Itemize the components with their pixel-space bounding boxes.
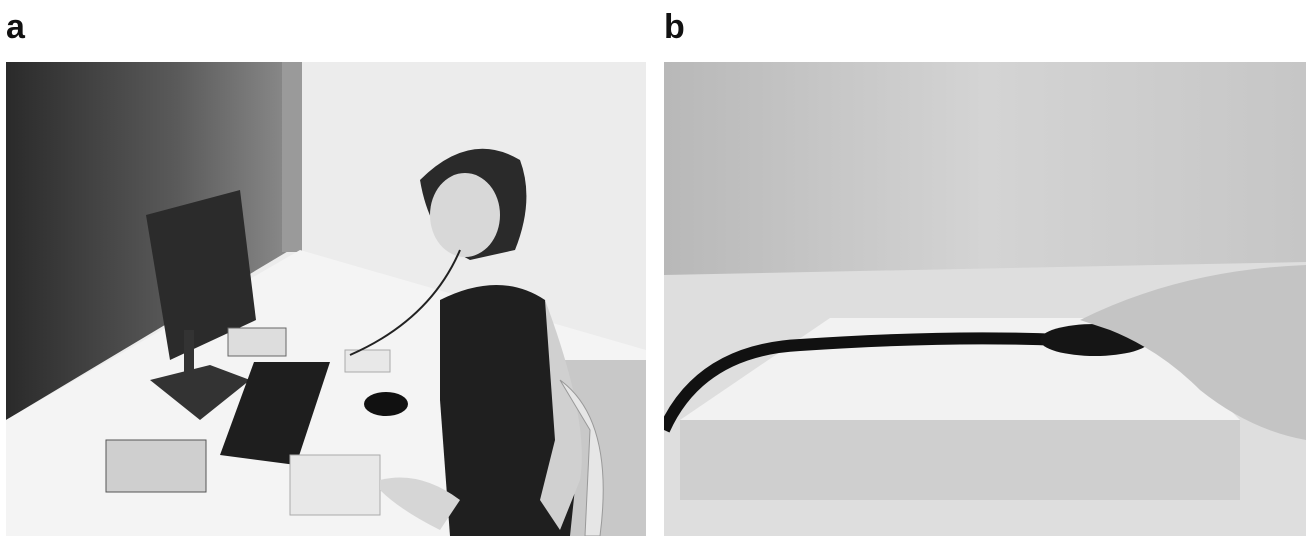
photo-a bbox=[6, 62, 646, 536]
panel-label: b bbox=[664, 8, 685, 46]
panel-label: a bbox=[6, 8, 26, 46]
photo-b bbox=[664, 62, 1306, 536]
